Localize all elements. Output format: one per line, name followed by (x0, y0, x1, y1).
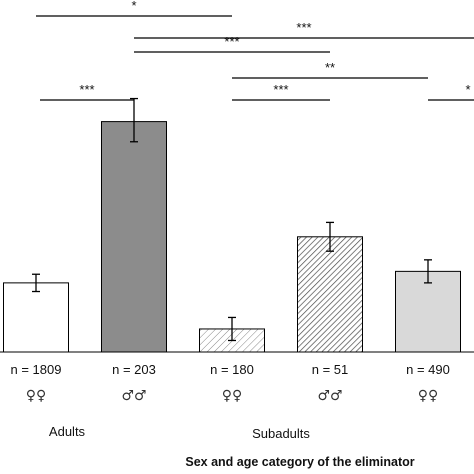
bars (3, 97, 461, 353)
sample-size-label: n = 1809 (11, 362, 62, 377)
group-label: Subadults (252, 426, 310, 441)
significance-label: *** (224, 34, 239, 49)
significance-label: ** (325, 60, 335, 75)
error-bar-2 (130, 97, 138, 143)
bar-4 (297, 236, 363, 353)
sex-symbol: ♀♀ (222, 388, 243, 404)
group-label: Adults (49, 424, 86, 439)
error-bar-5 (424, 259, 432, 284)
sample-size-label: n = 51 (312, 362, 349, 377)
significance-label: *** (79, 82, 94, 97)
significance-brackets: *************** * (36, 0, 474, 101)
group-labels: Adults Subadults (49, 424, 310, 441)
significance-label: *** (273, 82, 288, 97)
sample-size-label: n = 180 (210, 362, 254, 377)
bar-1 (3, 282, 69, 353)
significance-label: * (465, 82, 470, 97)
sex-symbol: ♂♂ (317, 388, 342, 404)
bar-2 (101, 121, 167, 353)
x-axis-label: Sex and age category of the eliminator (185, 455, 414, 469)
error-bar-3 (228, 316, 236, 342)
bar-labels: n = 1809 ♀♀ n = 203 ♂♂ n = 180 ♀♀ n = 51 ♂♂ n = … (11, 362, 450, 404)
sex-symbol: ♀♀ (26, 388, 47, 404)
sample-size-label: n = 490 (406, 362, 450, 377)
significance-label: * (131, 0, 136, 13)
error-bar-4 (326, 221, 334, 252)
error-bar-1 (32, 273, 40, 293)
sample-size-label: n = 203 (112, 362, 156, 377)
sex-symbol: ♀♀ (418, 388, 439, 404)
sex-symbol: ♂♂ (121, 388, 146, 404)
significance-label: *** (296, 20, 311, 35)
